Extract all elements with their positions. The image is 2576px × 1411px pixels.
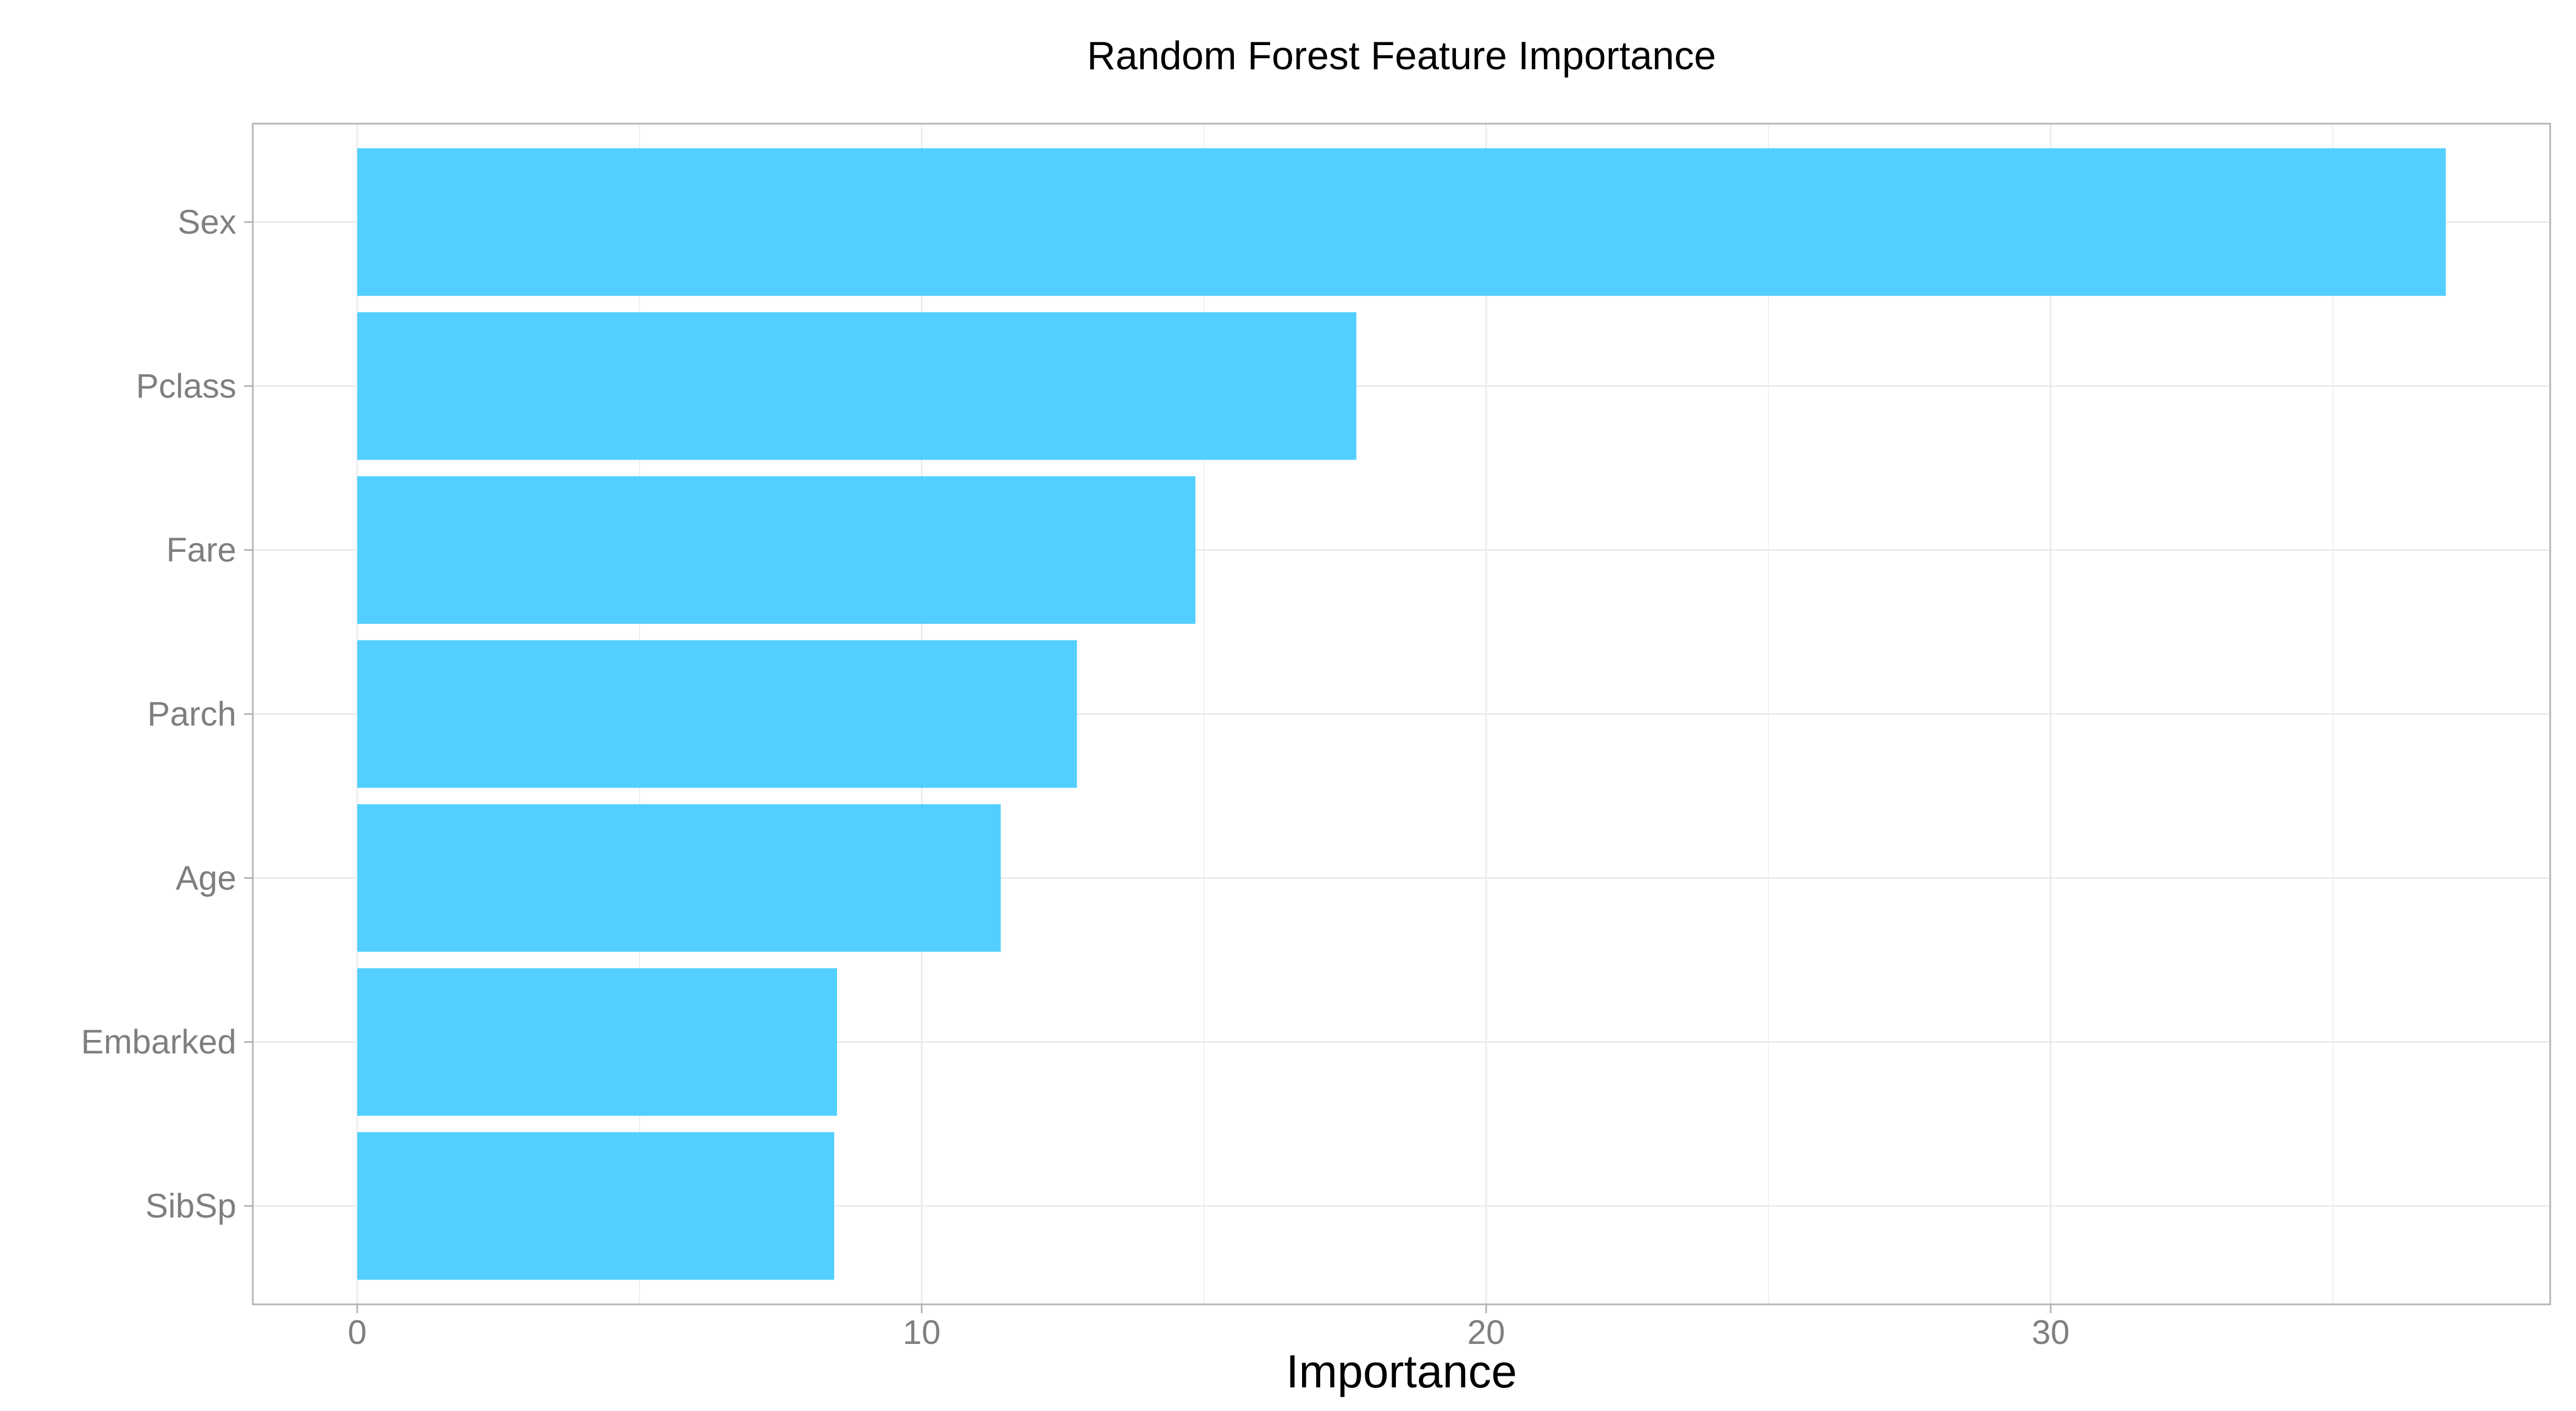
x-axis-tick-labels: 0 10 20 30 [348,1314,2070,1352]
y-tick-label: Age [176,859,236,897]
y-tick-label: SibSp [146,1187,236,1225]
bar-fare [357,476,1196,624]
bar-parch [357,640,1077,788]
y-tick-label: Parch [147,695,236,733]
y-tick-label: Fare [167,532,236,569]
y-axis-tick-labels: Sex Pclass Fare Parch Age Embarked SibSp [81,203,236,1225]
y-tick-label: Embarked [81,1023,236,1061]
x-tick-label: 20 [1467,1314,1505,1352]
bar-embarked [357,968,837,1116]
x-tick-label: 0 [348,1314,367,1352]
bar-sibsp [357,1132,834,1280]
x-tick-label: 10 [903,1314,941,1352]
y-tick-label: Pclass [136,367,236,405]
axis-ticks [244,221,2052,1313]
y-tick-label: Sex [178,203,236,241]
bar-age [357,804,1001,952]
chart-title: Random Forest Feature Importance [1087,34,1716,78]
bar-pclass [357,312,1356,460]
bar-sex [357,148,2446,296]
x-axis-title: Importance [1286,1346,1517,1397]
x-tick-label: 30 [2032,1314,2070,1352]
bars [357,148,2446,1280]
